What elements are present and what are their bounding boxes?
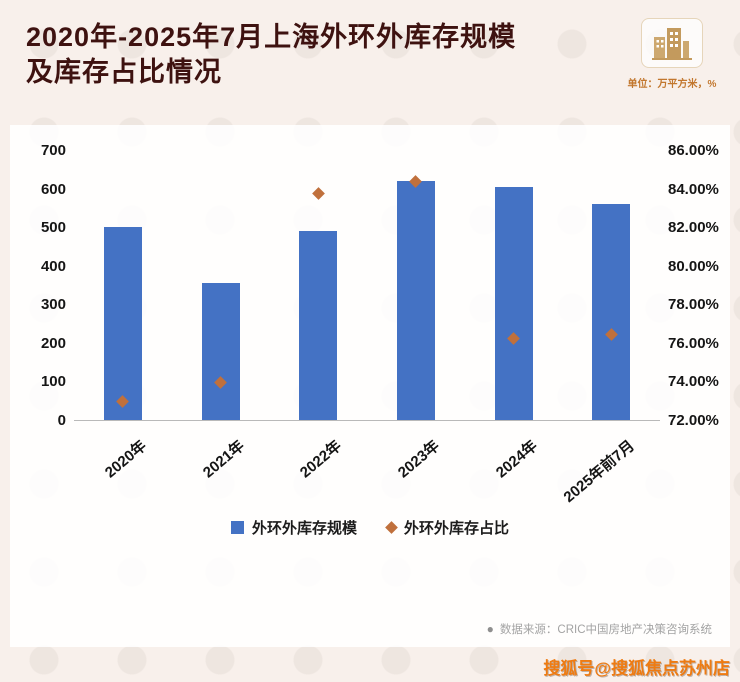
x-axis-labels: 2020年 2021年 2022年 2023年 2024年 2025年前7月 (74, 429, 660, 511)
legend-label-inventory: 外环外库存规模 (251, 520, 357, 537)
left-axis-tick: 300 (40, 296, 66, 314)
right-axis-tick: 86.00% (668, 142, 719, 159)
left-axis-tick: 0 (57, 412, 66, 429)
bar (396, 180, 435, 420)
brand-block: 单位：万平方米，% (624, 18, 720, 90)
legend-label-ratio: 外环外库存占比 (404, 520, 510, 537)
bar (494, 186, 533, 420)
right-axis-tick: 76.00% (668, 334, 719, 352)
left-axis: 0 100 200 300 400 500 600 700 (10, 142, 66, 429)
bullet-icon: ● (486, 622, 494, 636)
bar (299, 231, 338, 420)
scatter-marker (311, 187, 325, 200)
right-axis: 72.00% 74.00% 76.00% 78.00% 80.00% 82.00% 84.0… (668, 142, 730, 429)
data-source-text: 数据来源：CRIC中国房地产决策咨询系统 (499, 624, 712, 636)
right-axis-tick: 84.00% (668, 180, 719, 198)
right-axis-tick: 74.00% (668, 373, 719, 391)
bar (103, 227, 142, 420)
left-axis-tick: 200 (40, 334, 66, 352)
left-axis-tick: 700 (40, 142, 66, 159)
right-axis-tick: 80.00% (668, 257, 719, 275)
legend-item-ratio: 外环外库存占比 (385, 517, 510, 538)
bar-swatch-icon (230, 521, 244, 534)
right-axis-tick: 82.00% (668, 219, 719, 237)
left-axis-tick: 600 (40, 180, 66, 198)
diamond-swatch-icon (385, 521, 398, 534)
building-icon (641, 18, 703, 68)
data-source: ● 数据来源：CRIC中国房地产决策咨询系统 (487, 621, 712, 637)
left-axis-tick: 500 (40, 219, 66, 237)
title-line-1: 2020年-2025年7月上海外环外库存规模 (26, 22, 517, 52)
page-title: 2020年-2025年7月上海外环外库存规模 及库存占比情况 (26, 20, 620, 89)
watermark-text: 搜狐号@搜狐焦点苏州店 (543, 659, 730, 678)
left-axis-tick: 400 (40, 257, 66, 275)
left-axis-tick: 100 (40, 373, 66, 391)
chart-legend: 外环外库存规模 外环外库存占比 (10, 517, 730, 538)
right-axis-tick: 78.00% (668, 296, 719, 314)
bar (201, 283, 240, 420)
legend-item-inventory: 外环外库存规模 (230, 517, 357, 538)
plot-area (74, 151, 660, 421)
bar (592, 204, 631, 420)
right-axis-tick: 72.00% (668, 412, 719, 429)
chart-panel: 0 100 200 300 400 500 600 700 72.00% 74.00% 76.00… (10, 125, 730, 647)
title-line-2: 及库存占比情况 (26, 56, 222, 87)
header: 2020年-2025年7月上海外环外库存规模 及库存占比情况 (0, 0, 740, 90)
unit-label: 单位：万平方米，% (627, 79, 717, 90)
